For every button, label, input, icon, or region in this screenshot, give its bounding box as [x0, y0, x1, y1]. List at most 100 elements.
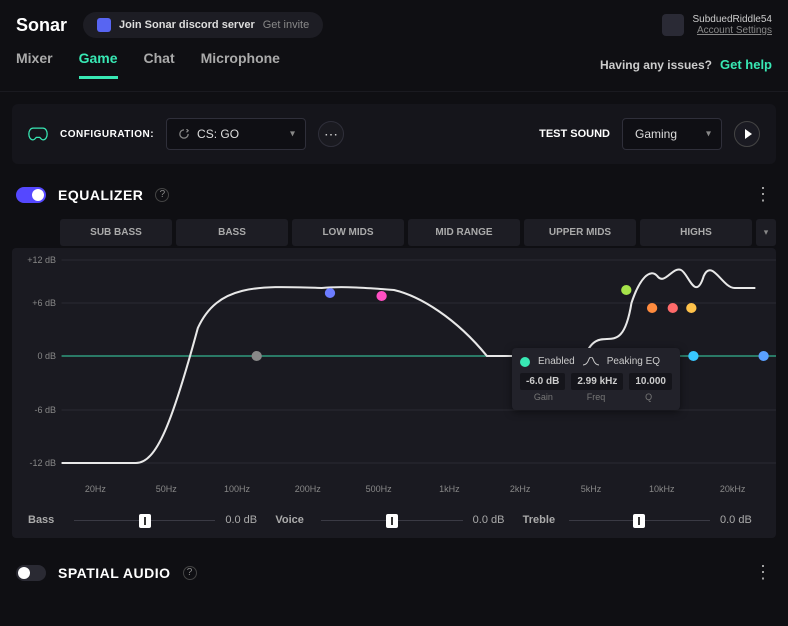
x-axis-labels: 20Hz50Hz100Hz200Hz500Hz1kHz2kHz5kHz10kHz…: [12, 478, 776, 504]
slider-thumb[interactable]: [386, 514, 398, 528]
band-low-mids[interactable]: LOW MIDS: [292, 219, 404, 246]
slider-value: 0.0 dB: [225, 514, 265, 526]
bands-row: SUB BASSBASSLOW MIDSMID RANGEUPPER MIDSH…: [12, 219, 776, 246]
y-tick: 0 dB: [16, 351, 56, 361]
y-tick: -12 dB: [16, 458, 56, 468]
app-logo: Sonar: [16, 15, 67, 36]
slider-track[interactable]: [569, 520, 710, 521]
spatial-audio-title: SPATIAL AUDIO: [58, 565, 171, 581]
avatar: [662, 14, 684, 36]
y-tick: -6 dB: [16, 405, 56, 415]
config-panel: CONFIGURATION: CS: GO ▾ ⋯ TEST SOUND Gam…: [12, 104, 776, 164]
eq-point[interactable]: [376, 291, 386, 301]
eq-point[interactable]: [688, 351, 698, 361]
band-sub-bass[interactable]: SUB BASS: [60, 219, 172, 246]
discord-invite-link[interactable]: Get invite: [263, 19, 309, 31]
eq-point[interactable]: [647, 303, 657, 313]
controller-icon: [28, 127, 48, 141]
tooltip-type: Peaking EQ: [607, 356, 660, 367]
band-bass[interactable]: BASS: [176, 219, 288, 246]
help-icon[interactable]: ?: [155, 188, 169, 202]
eq-chart-area: +12 dB +6 dB 0 dB -6 dB -12 dB Enabled Peaki…: [12, 248, 776, 538]
band-upper-mids[interactable]: UPPER MIDS: [524, 219, 636, 246]
play-button[interactable]: [734, 121, 760, 147]
y-tick: +12 dB: [16, 255, 56, 265]
account-area[interactable]: SubduedRiddle54 Account Settings: [662, 14, 772, 36]
config-label: CONFIGURATION:: [60, 129, 154, 140]
chevron-down-icon: ▾: [290, 129, 295, 140]
eq-point[interactable]: [325, 288, 335, 298]
chevron-down-icon: ▾: [706, 129, 711, 140]
slider-value: 0.0 dB: [473, 514, 513, 526]
eq-point-tooltip: Enabled Peaking EQ -6.0 dB 2.99 kHz 10.0…: [512, 348, 680, 410]
discord-pill[interactable]: Join Sonar discord server Get invite: [83, 12, 323, 38]
tooltip-enabled-dot: [520, 357, 530, 367]
more-button[interactable]: ⋯: [318, 121, 344, 147]
eq-point[interactable]: [668, 303, 678, 313]
tone-sliders: Bass0.0 dBVoice0.0 dBTreble0.0 dB: [12, 504, 776, 538]
x-tick: 20kHz: [697, 484, 768, 494]
discord-text: Join Sonar discord server: [119, 19, 255, 31]
eq-point[interactable]: [758, 351, 768, 361]
tab-microphone[interactable]: Microphone: [201, 50, 280, 79]
slider-label: Bass: [28, 514, 64, 526]
peaking-eq-icon: [583, 357, 599, 367]
x-tick: 2kHz: [485, 484, 556, 494]
spatial-audio-menu-button[interactable]: ⋮: [754, 562, 772, 583]
band-highs[interactable]: HIGHS: [640, 219, 752, 246]
config-value: CS: GO: [197, 127, 239, 141]
tooltip-freq-value[interactable]: 2.99 kHz: [571, 373, 623, 390]
equalizer-menu-button[interactable]: ⋮: [754, 184, 772, 205]
tooltip-enabled-label: Enabled: [538, 356, 575, 367]
test-sound-label: TEST SOUND: [539, 128, 610, 140]
slider-value: 0.0 dB: [720, 514, 760, 526]
play-icon: [745, 129, 752, 139]
tooltip-q-label: Q: [625, 392, 672, 402]
config-select[interactable]: CS: GO ▾: [166, 118, 306, 150]
slider-bass: Bass 0.0 dB: [28, 514, 265, 526]
tooltip-q-value[interactable]: 10.000: [629, 373, 672, 390]
slider-track[interactable]: [321, 520, 462, 521]
reload-icon: [179, 129, 189, 139]
equalizer-section: EQUALIZER ? ⋮ SUB BASSBASSLOW MIDSMID RA…: [12, 176, 776, 538]
x-tick: 20Hz: [60, 484, 131, 494]
eq-point[interactable]: [621, 285, 631, 295]
slider-thumb[interactable]: [139, 514, 151, 528]
x-tick: 500Hz: [343, 484, 414, 494]
eq-point[interactable]: [686, 303, 696, 313]
help-icon[interactable]: ?: [183, 566, 197, 580]
slider-label: Voice: [275, 514, 311, 526]
x-tick: 1kHz: [414, 484, 485, 494]
eq-point[interactable]: [252, 351, 262, 361]
slider-thumb[interactable]: [633, 514, 645, 528]
x-tick: 50Hz: [131, 484, 202, 494]
slider-treble: Treble0.0 dB: [523, 514, 760, 526]
band-mid-range[interactable]: MID RANGE: [408, 219, 520, 246]
spatial-audio-section: SPATIAL AUDIO ? ⋮: [12, 554, 776, 597]
equalizer-title: EQUALIZER: [58, 187, 143, 203]
account-settings-link[interactable]: Account Settings: [692, 25, 772, 36]
slider-track[interactable]: [74, 520, 215, 521]
help-link[interactable]: Get help: [720, 57, 772, 72]
tooltip-gain-value[interactable]: -6.0 dB: [520, 373, 565, 390]
equalizer-toggle[interactable]: [16, 187, 46, 203]
eq-chart[interactable]: +12 dB +6 dB 0 dB -6 dB -12 dB Enabled Peaki…: [12, 248, 776, 478]
y-tick: +6 dB: [16, 298, 56, 308]
tab-mixer[interactable]: Mixer: [16, 50, 53, 79]
tab-chat[interactable]: Chat: [144, 50, 175, 79]
tabs-row: Mixer Game Chat Microphone Having any issue…: [0, 50, 788, 92]
x-tick: 10kHz: [626, 484, 697, 494]
account-name: SubduedRiddle54: [692, 14, 772, 25]
tooltip-freq-label: Freq: [573, 392, 620, 402]
tooltip-gain-label: Gain: [520, 392, 567, 402]
bands-collapse-icon[interactable]: ▾: [756, 219, 776, 246]
top-bar: Sonar Join Sonar discord server Get invi…: [0, 0, 788, 50]
discord-icon: [97, 18, 111, 32]
test-sound-select[interactable]: Gaming ▾: [622, 118, 722, 150]
x-tick: 200Hz: [272, 484, 343, 494]
test-sound-value: Gaming: [635, 127, 677, 141]
help-text: Having any issues?: [600, 58, 712, 72]
spatial-audio-toggle[interactable]: [16, 565, 46, 581]
tab-game[interactable]: Game: [79, 50, 118, 79]
x-tick: 100Hz: [202, 484, 273, 494]
